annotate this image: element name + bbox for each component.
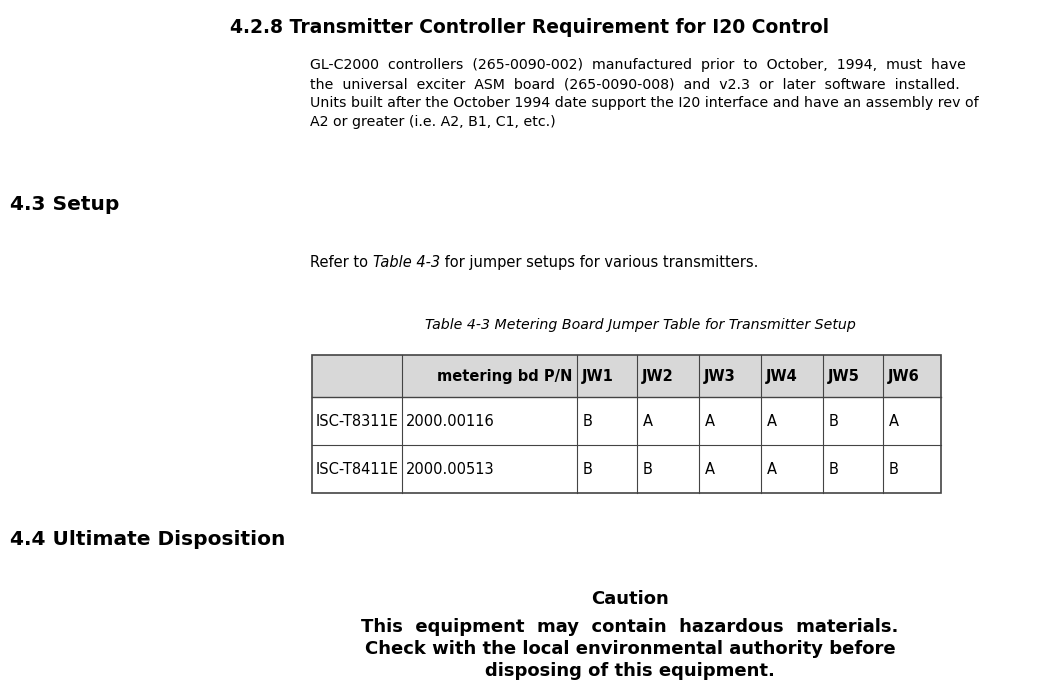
Text: B: B (829, 413, 839, 429)
Text: A: A (889, 413, 899, 429)
Text: Table 4-3 Metering Board Jumper Table for Transmitter Setup: Table 4-3 Metering Board Jumper Table fo… (424, 318, 855, 332)
Text: 2000.00513: 2000.00513 (406, 461, 494, 477)
Text: Check with the local environmental authority before: Check with the local environmental autho… (365, 640, 895, 658)
Text: for jumper setups for various transmitters.: for jumper setups for various transmitte… (439, 255, 759, 270)
Text: A: A (767, 461, 777, 477)
Text: JW6: JW6 (888, 369, 920, 383)
Text: B: B (582, 413, 593, 429)
Text: A: A (767, 413, 777, 429)
Text: A: A (705, 461, 715, 477)
Text: 4.3 Setup: 4.3 Setup (10, 195, 120, 214)
Text: 4.4 Ultimate Disposition: 4.4 Ultimate Disposition (10, 530, 285, 549)
Text: A2 or greater (i.e. A2, B1, C1, etc.): A2 or greater (i.e. A2, B1, C1, etc.) (310, 115, 556, 129)
Text: This  equipment  may  contain  hazardous  materials.: This equipment may contain hazardous mat… (362, 618, 899, 636)
Text: GL-C2000  controllers  (265-0090-002)  manufactured  prior  to  October,  1994, : GL-C2000 controllers (265-0090-002) manu… (310, 58, 966, 72)
Text: 4.2.8 Transmitter Controller Requirement for I20 Control: 4.2.8 Transmitter Controller Requirement… (230, 18, 830, 37)
Text: JW5: JW5 (828, 369, 859, 383)
Text: ISC-T8311E: ISC-T8311E (316, 413, 399, 429)
Text: ISC-T8411E: ISC-T8411E (316, 461, 399, 477)
Text: 2000.00116: 2000.00116 (406, 413, 494, 429)
Text: B: B (643, 461, 653, 477)
Bar (312, 355, 941, 493)
Text: B: B (889, 461, 899, 477)
Text: Refer to: Refer to (310, 255, 372, 270)
Text: metering bd P/N: metering bd P/N (437, 369, 572, 383)
Bar (312, 355, 941, 397)
Text: disposing of this equipment.: disposing of this equipment. (485, 662, 775, 680)
Text: A: A (643, 413, 653, 429)
Text: JW2: JW2 (642, 369, 674, 383)
Text: B: B (582, 461, 593, 477)
Text: Units built after the October 1994 date support the I20 interface and have an as: Units built after the October 1994 date … (310, 96, 978, 110)
Text: Table 4-3: Table 4-3 (372, 255, 439, 270)
Text: JW4: JW4 (766, 369, 798, 383)
Text: B: B (829, 461, 839, 477)
Text: A: A (705, 413, 715, 429)
Text: the  universal  exciter  ASM  board  (265-0090-008)  and  v2.3  or  later  softw: the universal exciter ASM board (265-009… (310, 77, 960, 91)
Text: JW3: JW3 (705, 369, 735, 383)
Text: Caution: Caution (591, 590, 668, 608)
Text: JW1: JW1 (582, 369, 614, 383)
